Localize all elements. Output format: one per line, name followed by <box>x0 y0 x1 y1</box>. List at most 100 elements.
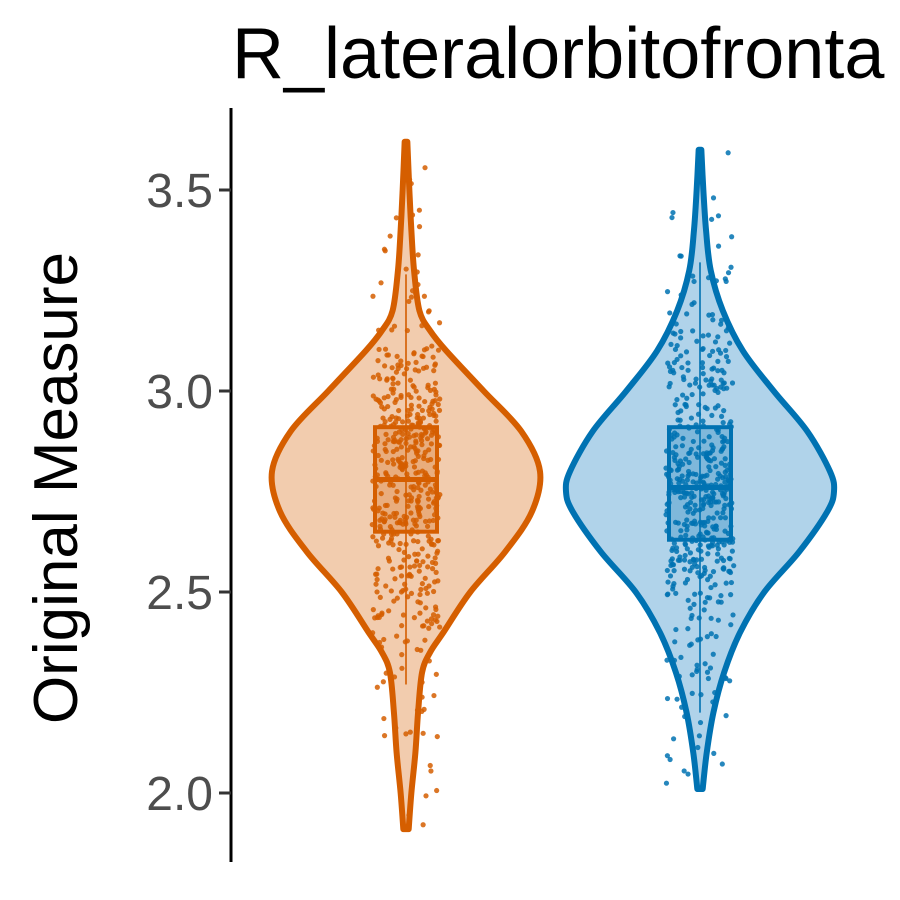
data-point <box>695 637 701 643</box>
data-point <box>410 538 417 544</box>
data-point <box>703 529 710 535</box>
data-point <box>672 402 678 408</box>
data-point <box>384 376 390 382</box>
data-point <box>405 407 411 414</box>
data-point <box>710 515 716 521</box>
data-point <box>375 566 381 572</box>
data-point <box>708 615 714 621</box>
data-point <box>433 671 439 677</box>
data-point <box>424 436 431 442</box>
data-point <box>668 562 674 569</box>
data-point <box>705 551 711 557</box>
data-point <box>700 345 706 352</box>
data-point <box>685 509 691 515</box>
data-point <box>723 328 730 334</box>
data-point <box>679 473 685 479</box>
data-point <box>376 614 382 620</box>
data-point <box>399 463 405 469</box>
data-point <box>390 376 396 382</box>
data-point <box>667 573 674 579</box>
data-point <box>664 695 671 702</box>
data-point <box>720 439 726 445</box>
data-point <box>416 207 422 213</box>
data-point <box>380 415 386 421</box>
data-point <box>382 441 388 447</box>
data-point <box>688 415 694 421</box>
data-point <box>702 661 708 667</box>
data-point <box>680 392 686 398</box>
data-point <box>415 281 421 288</box>
data-point <box>683 532 689 538</box>
data-point <box>684 546 690 552</box>
data-point <box>416 395 422 401</box>
data-point <box>687 550 694 556</box>
data-point <box>674 397 680 403</box>
data-point <box>422 482 428 488</box>
data-point <box>709 412 715 419</box>
data-point <box>432 362 438 368</box>
data-point <box>674 476 680 482</box>
data-point <box>689 494 695 500</box>
data-point <box>671 454 678 461</box>
data-point <box>380 679 386 685</box>
data-point <box>413 359 419 365</box>
data-point <box>694 338 700 344</box>
data-point <box>415 411 421 418</box>
data-point <box>701 564 708 571</box>
data-point <box>394 633 400 639</box>
data-point <box>406 176 413 183</box>
data-point <box>722 462 728 468</box>
data-point <box>420 365 427 371</box>
data-point <box>415 252 421 258</box>
data-point <box>671 370 677 376</box>
data-point <box>414 497 421 503</box>
data-point <box>430 612 437 618</box>
data-point <box>711 750 717 756</box>
data-point <box>426 503 432 510</box>
data-point <box>373 571 379 577</box>
data-point <box>405 447 411 453</box>
data-point <box>690 438 696 445</box>
data-point <box>382 346 389 352</box>
data-point <box>693 376 699 382</box>
data-point <box>724 385 730 391</box>
data-point <box>702 404 708 411</box>
data-point <box>419 407 426 413</box>
data-point <box>671 568 677 574</box>
data-point <box>699 364 706 371</box>
data-point <box>381 636 387 643</box>
y-axis: 2.0 2.5 3.0 3.5 <box>146 108 233 862</box>
data-point <box>403 266 409 272</box>
data-point <box>727 556 733 562</box>
data-point <box>419 581 425 587</box>
data-point <box>422 165 428 171</box>
data-point <box>728 592 734 598</box>
data-point <box>422 637 428 643</box>
data-point <box>691 601 697 607</box>
data-point <box>419 437 425 444</box>
data-point <box>421 293 428 299</box>
data-point <box>435 613 441 619</box>
data-point <box>415 453 421 459</box>
data-point <box>410 459 416 465</box>
data-point <box>392 419 399 425</box>
data-point <box>701 438 707 444</box>
data-point <box>725 358 731 364</box>
data-point <box>405 360 411 366</box>
y-tick-label: 3.0 <box>146 366 213 419</box>
data-point <box>683 402 689 408</box>
data-point <box>394 595 400 601</box>
data-point <box>405 498 412 504</box>
data-point <box>419 323 425 329</box>
data-point <box>387 233 393 239</box>
data-point <box>672 331 678 337</box>
data-point <box>694 668 700 675</box>
data-point <box>416 403 422 409</box>
data-point <box>687 559 693 565</box>
y-tick-label: 2.5 <box>146 567 213 620</box>
data-point <box>694 662 700 668</box>
data-point <box>712 689 718 696</box>
data-point <box>700 502 706 508</box>
data-point <box>398 394 404 400</box>
